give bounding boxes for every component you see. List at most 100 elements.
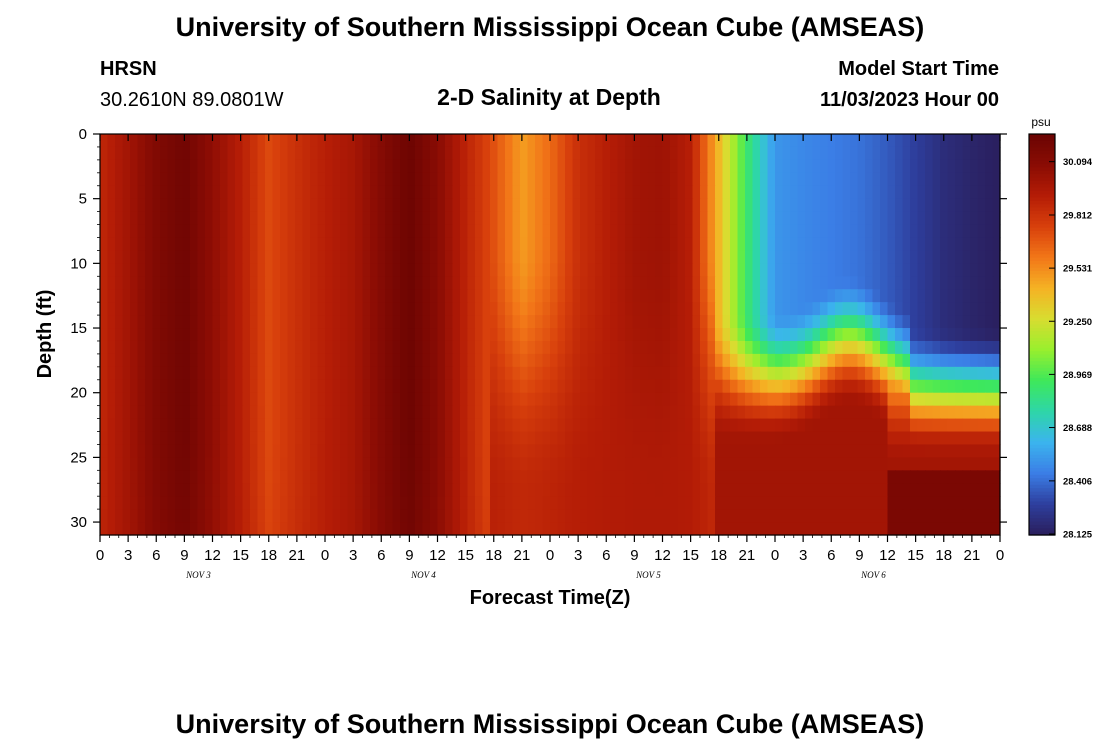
heatmap-cell (910, 263, 919, 277)
heatmap-cell (505, 237, 514, 252)
heatmap-cell (565, 392, 574, 407)
heatmap-cell (527, 289, 536, 303)
heatmap-cell (550, 211, 559, 226)
heatmap-cell (625, 444, 634, 458)
heatmap-cell (880, 431, 889, 446)
heatmap-cell (820, 366, 829, 381)
heatmap-cell (775, 315, 784, 329)
heatmap-cell (962, 185, 971, 200)
heatmap-cell (760, 328, 769, 342)
heatmap-cell (130, 418, 139, 433)
heatmap-cell (767, 328, 776, 342)
heatmap-cell (310, 509, 319, 523)
heatmap-cell (227, 198, 236, 213)
heatmap-cell (677, 418, 686, 433)
y-tick-label: 5 (79, 191, 87, 208)
heatmap-cell (662, 224, 671, 239)
heatmap-cell (662, 405, 671, 420)
heatmap-cell (910, 289, 919, 303)
heatmap-cell (535, 315, 544, 329)
heatmap-cell (467, 340, 476, 355)
heatmap-cell (115, 509, 124, 523)
heatmap-cell (257, 328, 266, 342)
heatmap-cell (392, 483, 401, 497)
heatmap-cell (280, 302, 289, 316)
heatmap-cell (505, 509, 514, 523)
heatmap-cell (752, 302, 761, 316)
colorbar-swatch (1029, 334, 1055, 339)
heatmap-cell (805, 146, 814, 161)
heatmap-cell (250, 353, 259, 368)
heatmap-cell (655, 237, 664, 252)
heatmap-cell (280, 211, 289, 226)
heatmap-cell (535, 263, 544, 277)
heatmap-cell (565, 457, 574, 471)
heatmap-cell (722, 340, 731, 355)
heatmap-cell (197, 405, 206, 420)
heatmap-cell (587, 263, 596, 277)
heatmap-cell (557, 418, 566, 433)
heatmap-cell (820, 483, 829, 497)
heatmap-cell (392, 198, 401, 213)
heatmap-cell (902, 483, 911, 497)
heatmap-cell (910, 250, 919, 264)
heatmap-cell (565, 289, 574, 303)
heatmap-cell (977, 418, 986, 433)
heatmap-cell (730, 496, 739, 510)
heatmap-cell (917, 457, 926, 471)
heatmap-cell (295, 315, 304, 329)
heatmap-cell (415, 483, 424, 497)
heatmap-cell (940, 444, 949, 458)
heatmap-cell (505, 211, 514, 226)
heatmap-cell (715, 302, 724, 316)
heatmap-cell (925, 457, 934, 471)
heatmap-cell (790, 237, 799, 252)
heatmap-cell (107, 224, 116, 239)
x-tick-label: 6 (602, 547, 610, 564)
heatmap-cell (767, 224, 776, 239)
heatmap-cell (910, 509, 919, 523)
heatmap-cell (602, 353, 611, 368)
heatmap-cell (497, 522, 506, 536)
heatmap-cell (565, 483, 574, 497)
heatmap-cell (850, 237, 859, 252)
colorbar-swatch (1029, 484, 1055, 489)
heatmap-cell (857, 431, 866, 446)
heatmap-cell (460, 444, 469, 458)
heatmap-cell (932, 237, 941, 252)
heatmap-cell (715, 172, 724, 187)
heatmap-cell (265, 185, 274, 200)
heatmap-cell (295, 328, 304, 342)
heatmap-cell (962, 366, 971, 381)
heatmap-cell (932, 379, 941, 394)
heatmap-cell (415, 289, 424, 303)
heatmap-cell (182, 405, 191, 420)
heatmap-cell (340, 483, 349, 497)
heatmap-cell (580, 172, 589, 187)
heatmap-cell (715, 250, 724, 264)
heatmap-cell (790, 315, 799, 329)
heatmap-cell (400, 353, 409, 368)
heatmap-cell (940, 185, 949, 200)
heatmap-cell (715, 522, 724, 536)
heatmap-cell (722, 237, 731, 252)
heatmap-cell (542, 483, 551, 497)
heatmap-cell (340, 418, 349, 433)
heatmap-cell (407, 483, 416, 497)
heatmap-cell (317, 379, 326, 394)
heatmap-cell (767, 470, 776, 484)
heatmap-cell (550, 224, 559, 239)
heatmap-cell (910, 353, 919, 368)
heatmap-cell (145, 483, 154, 497)
heatmap-cell (377, 457, 386, 471)
heatmap-cell (887, 509, 896, 523)
heatmap-cell (145, 198, 154, 213)
heatmap-cell (662, 328, 671, 342)
heatmap-cell (992, 289, 1001, 303)
heatmap-cell (422, 276, 431, 290)
heatmap-cell (182, 444, 191, 458)
heatmap-cell (962, 263, 971, 277)
heatmap-cell (227, 496, 236, 510)
heatmap-cell (295, 483, 304, 497)
heatmap-cell (107, 211, 116, 226)
